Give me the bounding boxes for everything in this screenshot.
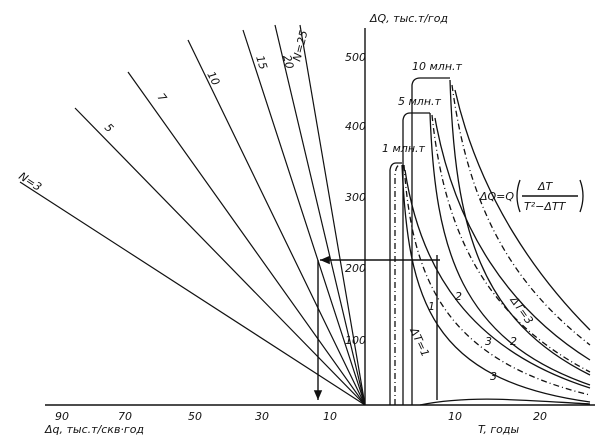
tick-label: 200: [345, 262, 366, 275]
peak-label: 10 млн.т: [412, 60, 463, 73]
tick-label: 300: [345, 191, 366, 204]
tick-label: 50: [188, 410, 202, 423]
rays: N=3 5 7 10 15 20 N=25: [16, 24, 366, 406]
peak-label: 1 млн.т: [382, 142, 426, 155]
tick-label: 500: [345, 51, 366, 64]
ray-label: 20: [280, 54, 296, 71]
left-axis-label: Δq, тыс.т/скв·год: [44, 423, 144, 436]
tick-label: 20: [533, 410, 547, 423]
curve-label: 2: [455, 290, 462, 303]
curve-label: 3: [485, 335, 492, 348]
tick-label: 90: [55, 410, 69, 423]
tick-label: 10: [448, 410, 462, 423]
annotation: ΔT=1: [407, 325, 432, 359]
ray-label: 10: [204, 69, 222, 87]
vertical-axis-label: ΔQ, тыс.т/год: [369, 12, 448, 25]
formula-numerator: ΔT: [537, 180, 554, 193]
curve-label: 2: [510, 335, 517, 348]
ray-label: 15: [253, 54, 270, 71]
ray-label: 7: [155, 91, 170, 105]
formula: ΔQ=Q ΔT T²−ΔTT: [479, 179, 584, 213]
formula-denominator: T²−ΔTT: [524, 200, 567, 213]
peak-label: 5 млн.т: [398, 95, 442, 108]
tick-label: 10: [323, 410, 337, 423]
tick-label: 70: [118, 410, 132, 423]
curves: [389, 77, 591, 406]
tick-label: 30: [255, 410, 269, 423]
formula-lhs: ΔQ=Q: [479, 190, 514, 203]
right-axis-label: T, годы: [478, 423, 520, 436]
axes: ΔQ, тыс.т/год 100 200 300 400 500 90 70 …: [44, 12, 595, 436]
annotation: ΔT=3: [507, 293, 536, 326]
ray-label: 5: [102, 121, 116, 135]
ray-label: N=25: [290, 29, 310, 63]
guide-lines: [313, 255, 440, 400]
tick-label: 400: [345, 120, 366, 133]
curve-label: 1: [428, 300, 435, 313]
curve-label: 3: [490, 370, 497, 383]
ray-label: N=3: [16, 170, 44, 194]
